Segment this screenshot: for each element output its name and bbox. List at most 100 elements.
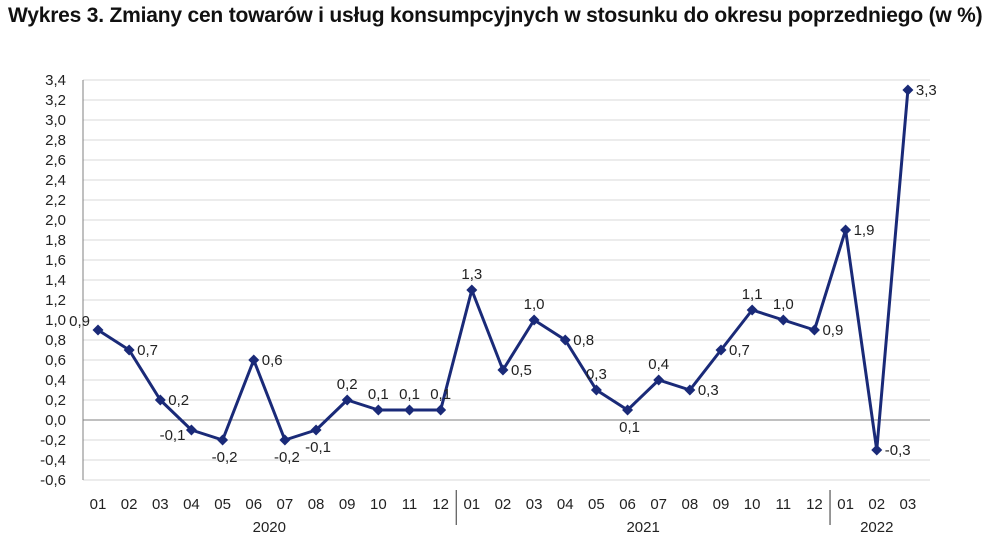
data-point bbox=[404, 404, 415, 416]
y-tick-label: 2,8 bbox=[45, 132, 66, 149]
data-label: 0,6 bbox=[262, 352, 283, 369]
y-tick-label: 0,6 bbox=[45, 352, 66, 369]
data-label: 0,1 bbox=[368, 386, 389, 403]
data-point bbox=[372, 404, 384, 416]
data-label: -0,1 bbox=[305, 439, 331, 456]
data-point bbox=[92, 324, 104, 336]
data-label: 0,9 bbox=[69, 313, 90, 330]
data-label: 0,3 bbox=[586, 366, 607, 383]
data-label: -0,2 bbox=[212, 449, 238, 466]
data-point bbox=[248, 354, 260, 366]
data-point bbox=[590, 384, 602, 396]
y-tick-labels: -0,6 -0,4 -0,2 0,0 0,2 0,4 0,6 0,8 1,0 1,2 1,4 1,6 1… bbox=[40, 72, 66, 489]
x-tick-label: 09 bbox=[713, 496, 730, 513]
y-tick-label: -0,4 bbox=[40, 452, 66, 469]
series-line bbox=[97, 89, 910, 452]
data-point bbox=[217, 434, 229, 446]
data-label: 0,2 bbox=[168, 392, 189, 409]
x-tick-label: 01 bbox=[463, 496, 480, 513]
chart-title: Wykres 3. Zmiany cen towarów i usług kon… bbox=[8, 4, 983, 27]
x-tick-label: 07 bbox=[650, 496, 667, 513]
y-tick-label: 3,4 bbox=[45, 72, 66, 89]
y-tick-label: 0,8 bbox=[45, 332, 66, 349]
data-point bbox=[653, 374, 665, 386]
y-tick-label: 3,0 bbox=[45, 112, 66, 129]
data-label: 0,1 bbox=[399, 386, 420, 403]
x-tick-label: 08 bbox=[308, 496, 325, 513]
data-point bbox=[185, 424, 197, 436]
x-tick-label: 12 bbox=[432, 496, 449, 513]
data-point bbox=[279, 434, 291, 446]
x-tick-label: 11 bbox=[402, 496, 418, 513]
x-tick-label: 01 bbox=[837, 496, 854, 513]
data-label: 0,5 bbox=[511, 362, 532, 379]
data-point bbox=[840, 224, 852, 236]
x-tick-label: 07 bbox=[277, 496, 294, 513]
y-tick-label: 2,2 bbox=[45, 192, 66, 209]
x-tick-labels: 01 02 03 04 05 06 07 08 09 10 11 12 01 02 03 04 05 06 07 08… bbox=[90, 496, 917, 536]
data-label: 1,1 bbox=[742, 286, 763, 303]
data-label: 3,3 bbox=[916, 82, 937, 99]
data-point bbox=[808, 324, 820, 336]
data-point bbox=[902, 84, 914, 96]
data-labels: 0,9 0,7 0,2 -0,1 -0,2 0,6 -0,2 -0,1 0,2 0,1 0,1 0,1… bbox=[69, 82, 937, 466]
x-tick-label: 06 bbox=[619, 496, 636, 513]
y-tick-label: 2,0 bbox=[45, 212, 66, 229]
year-label: 2021 bbox=[626, 519, 659, 536]
data-point bbox=[528, 314, 540, 326]
series-line bbox=[97, 89, 910, 452]
y-tick-label: 2,4 bbox=[45, 172, 66, 189]
y-tick-label: 3,2 bbox=[45, 92, 66, 109]
x-tick-label: 04 bbox=[183, 496, 200, 513]
data-point bbox=[497, 364, 509, 376]
y-tick-label: 1,0 bbox=[45, 312, 66, 329]
data-label: 0,1 bbox=[619, 419, 640, 436]
data-label: 0,1 bbox=[430, 386, 451, 403]
y-tick-label: 1,4 bbox=[45, 272, 66, 289]
data-label: 1,0 bbox=[773, 296, 794, 313]
x-tick-label: 02 bbox=[495, 496, 512, 513]
data-label: -0,3 bbox=[885, 442, 911, 459]
data-label: -0,1 bbox=[160, 427, 186, 444]
x-tick-label: 01 bbox=[90, 496, 107, 513]
x-tick-label: 08 bbox=[682, 496, 699, 513]
x-tick-label: 10 bbox=[370, 496, 387, 513]
x-tick-label: 02 bbox=[121, 496, 138, 513]
data-point bbox=[310, 424, 322, 436]
data-points bbox=[92, 84, 914, 456]
data-point bbox=[684, 384, 696, 396]
x-tick-label: 03 bbox=[900, 496, 917, 513]
x-tick-label: 05 bbox=[214, 496, 231, 513]
year-label: 2022 bbox=[860, 519, 893, 536]
data-point bbox=[559, 334, 571, 346]
x-tick-label: 06 bbox=[245, 496, 262, 513]
x-tick-label: 02 bbox=[868, 496, 885, 513]
x-tick-label: 04 bbox=[557, 496, 574, 513]
year-label: 2020 bbox=[253, 519, 286, 536]
x-tick-label: 11 bbox=[776, 496, 792, 513]
x-tick-label: 10 bbox=[744, 496, 761, 513]
data-label: 0,9 bbox=[822, 322, 843, 339]
data-point bbox=[871, 444, 883, 456]
axes bbox=[82, 80, 930, 525]
data-point bbox=[715, 344, 727, 356]
data-label: 0,7 bbox=[729, 342, 750, 359]
y-tick-label: 0,0 bbox=[45, 412, 66, 429]
data-point bbox=[746, 304, 758, 316]
data-point bbox=[466, 284, 478, 296]
data-label: 0,8 bbox=[573, 332, 594, 349]
data-label: 0,7 bbox=[137, 342, 158, 359]
data-point bbox=[435, 404, 447, 416]
data-label: 1,3 bbox=[461, 266, 482, 283]
y-tick-label: 1,2 bbox=[45, 292, 66, 309]
y-tick-label: 2,6 bbox=[45, 152, 66, 169]
data-point bbox=[123, 344, 135, 356]
x-tick-label: 09 bbox=[339, 496, 356, 513]
y-tick-label: -0,6 bbox=[40, 472, 66, 489]
x-tick-label: 05 bbox=[588, 496, 605, 513]
data-point bbox=[622, 404, 634, 416]
data-point bbox=[777, 314, 789, 326]
data-point bbox=[154, 394, 166, 406]
data-point bbox=[341, 394, 353, 406]
y-tick-label: 1,6 bbox=[45, 252, 66, 269]
